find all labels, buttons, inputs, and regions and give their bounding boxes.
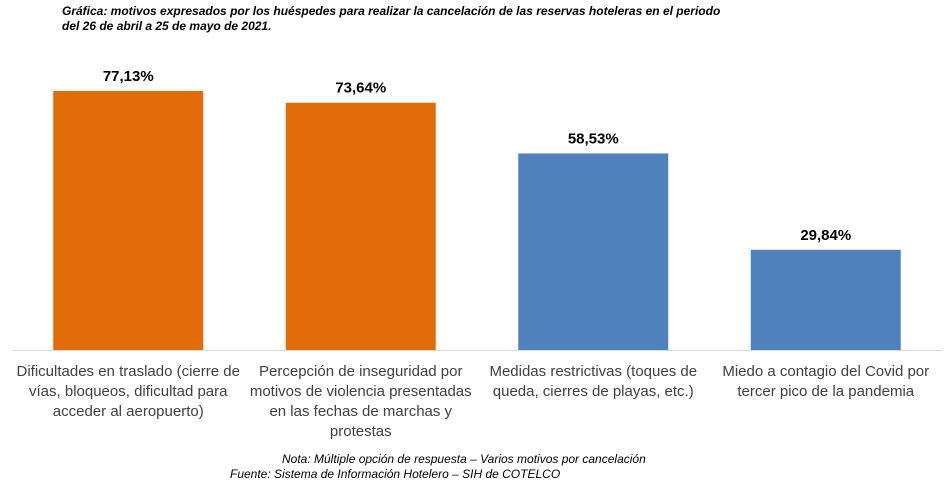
x-tick-label: Miedo a contagio del Covid por tercer pi… (722, 363, 930, 400)
x-tick-label: Percepción de inseguridad por motivos de… (249, 363, 472, 440)
x-tick-label: Medidas restrictivas (toques de queda, c… (489, 363, 698, 400)
bar (285, 102, 436, 351)
x-tick-label: Dificultades en traslado (cierre de vías… (16, 363, 240, 420)
data-label: 73,64% (335, 80, 386, 97)
data-label: 77,13% (103, 68, 154, 85)
bar (53, 91, 204, 350)
chart-title: Gráfica: motivos expresados por los hués… (62, 4, 721, 33)
note: Nota: Múltiple opción de respuesta – Var… (282, 452, 646, 466)
bar (518, 153, 669, 350)
source: Fuente: Sistema de Información Hotelero … (230, 467, 561, 481)
bar (750, 249, 901, 350)
data-label: 29,84% (800, 227, 851, 244)
data-label: 58,53% (568, 130, 619, 147)
